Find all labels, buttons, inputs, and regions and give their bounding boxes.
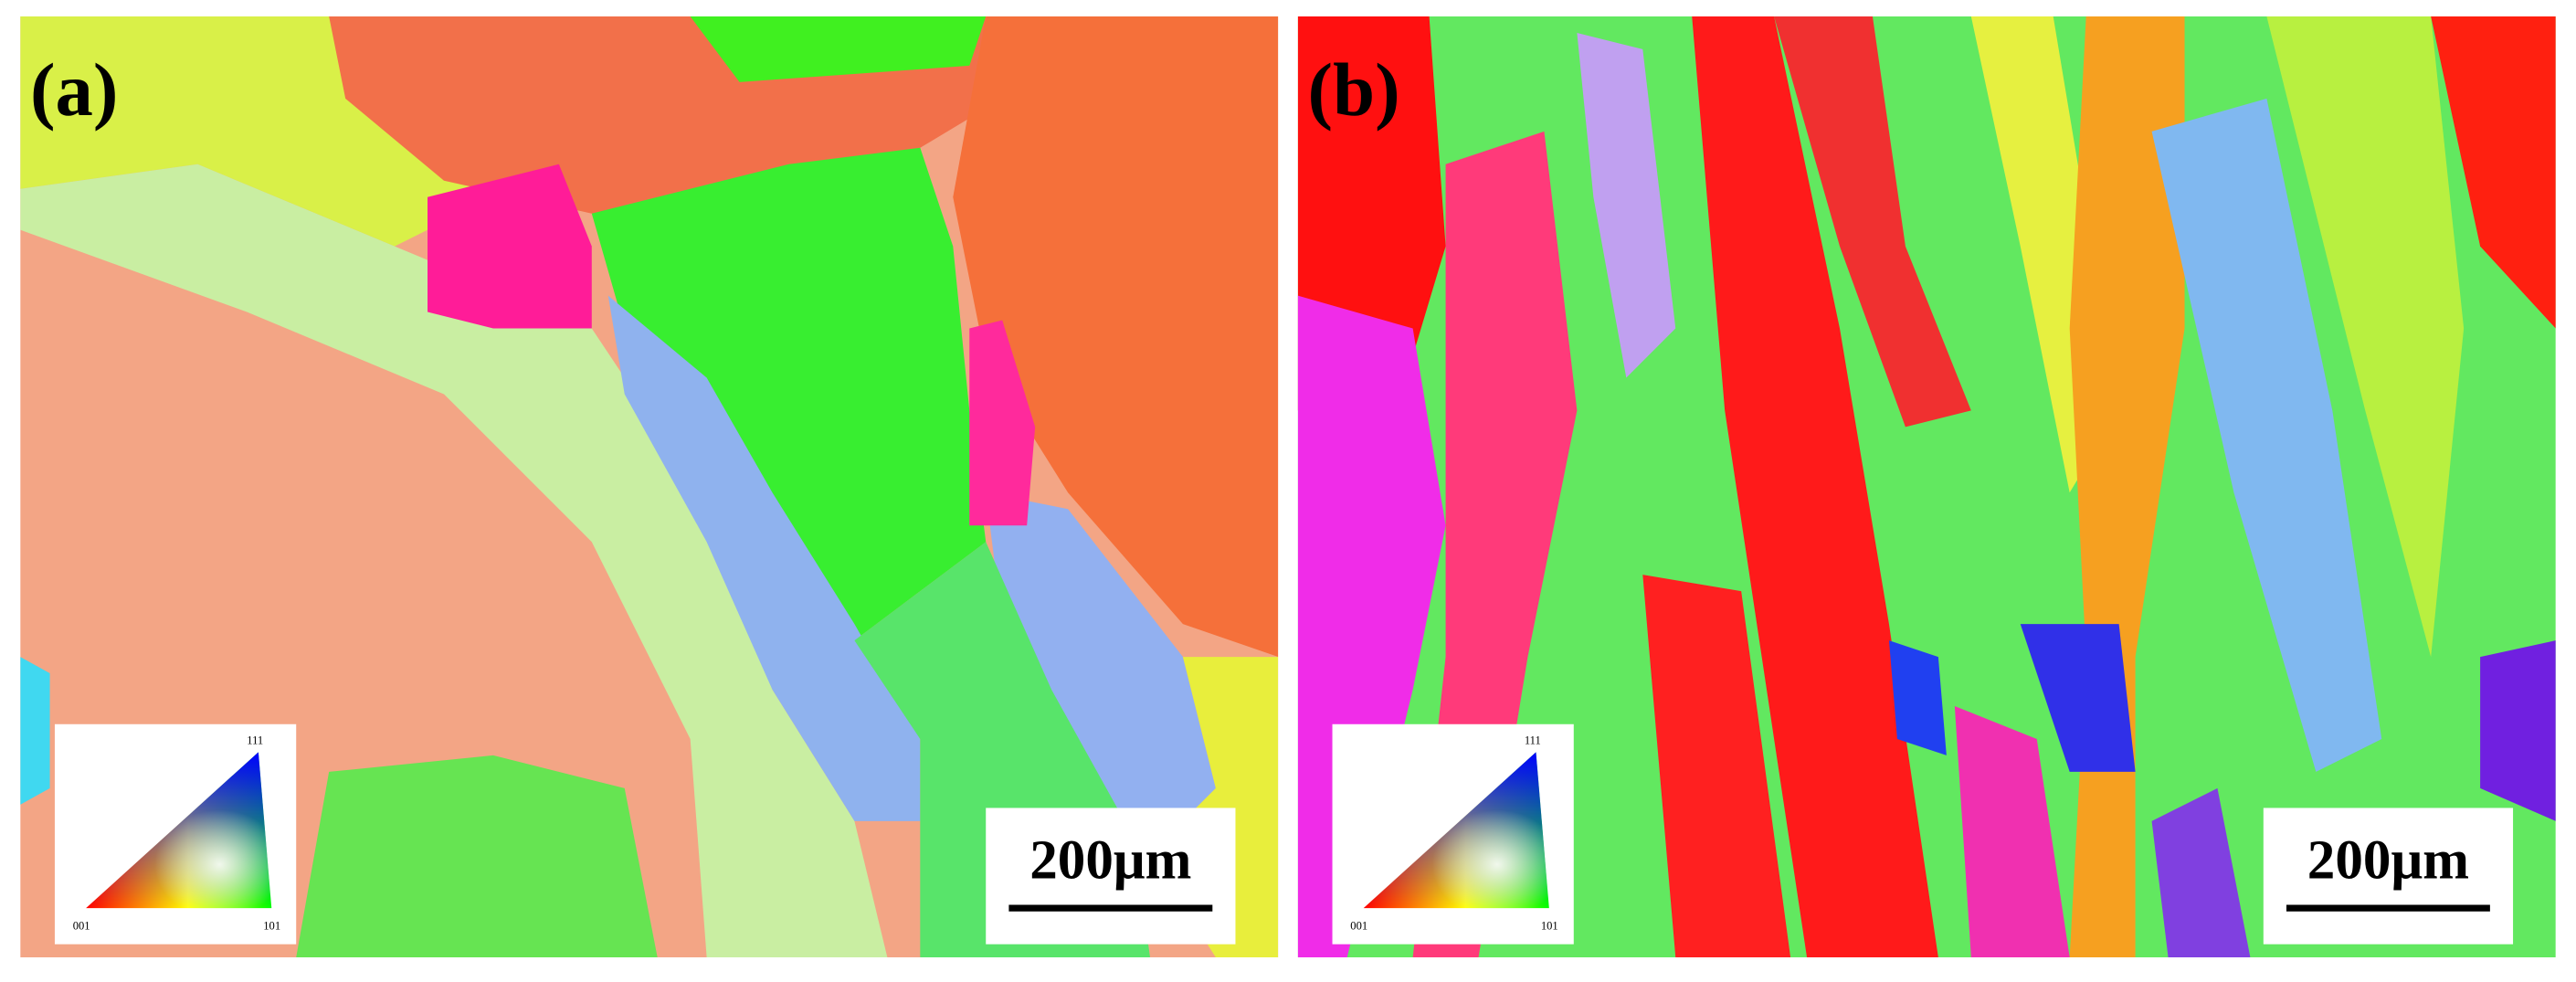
panel-overlay: (b) 001 101 111 200μm (1308, 48, 2514, 945)
ipf-triangle-white (86, 752, 272, 909)
scale-bar-label: 200μm (2307, 830, 2469, 892)
grain (2151, 98, 2382, 772)
grain (1642, 575, 1791, 958)
grain (2431, 16, 2556, 329)
grain (20, 164, 888, 958)
panel-overlay: (a) 001 101 111 200μm (30, 48, 1236, 945)
grain (1888, 640, 1947, 755)
grain (986, 492, 1216, 854)
orientation-map (1297, 16, 2556, 958)
ipf-triangle-white (1363, 752, 1549, 909)
grain (2480, 640, 2556, 821)
grain (428, 164, 592, 329)
panel-label: (a) (30, 48, 118, 132)
legend-label: 101 (263, 919, 280, 932)
grain (1577, 32, 1676, 378)
legend-label: 111 (1525, 734, 1541, 746)
grain (296, 755, 658, 958)
grain (953, 16, 1279, 658)
grain (2020, 624, 2136, 772)
grain (2266, 16, 2465, 658)
grain (20, 657, 50, 805)
scale-bar-box (986, 808, 1236, 945)
grain (2151, 787, 2251, 958)
legend-label: 101 (1541, 919, 1558, 932)
grain (1692, 16, 1938, 958)
grain (1954, 705, 2070, 958)
grain (969, 320, 1036, 526)
grain (690, 16, 987, 82)
panel-label: (b) (1308, 48, 1400, 132)
scale-bar-box (2263, 808, 2514, 945)
scale-bar-label: 200μm (1029, 830, 1191, 892)
grain (1774, 16, 1971, 428)
legend-label: 001 (73, 919, 90, 932)
grain (591, 147, 987, 641)
orientation-map (20, 16, 1279, 958)
grain (607, 295, 921, 821)
legend-label: 001 (1350, 919, 1367, 932)
legend-label: 111 (247, 734, 263, 746)
